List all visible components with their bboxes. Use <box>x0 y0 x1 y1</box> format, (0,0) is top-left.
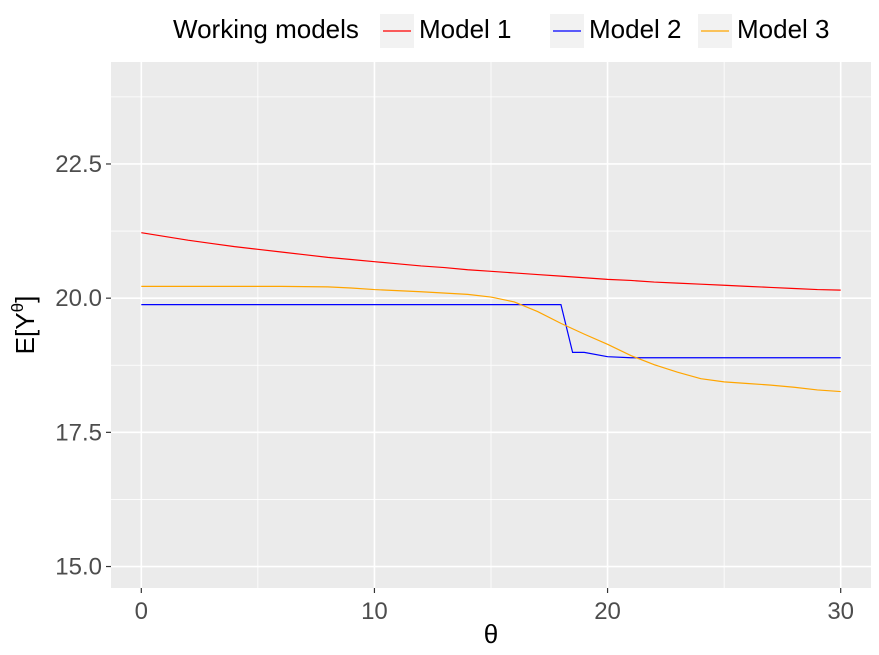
legend-label-model-1: Model 1 <box>419 14 512 44</box>
x-axis-title: θ <box>484 619 498 649</box>
y-tick-label: 17.5 <box>55 419 102 446</box>
y-axis-title-close: ] <box>10 296 40 303</box>
legend-title: Working models <box>173 14 359 44</box>
x-axis-ticks: 0 10 20 30 <box>135 588 854 625</box>
x-tick-label: 30 <box>827 598 854 625</box>
x-tick-label: 0 <box>135 598 148 625</box>
series-lines <box>141 232 841 393</box>
y-tick-label: 20.0 <box>55 285 102 312</box>
minor-gridlines <box>111 62 871 588</box>
series-line-model-1 <box>141 232 841 291</box>
y-axis-title-base: E[Y <box>10 312 40 354</box>
y-tick-label: 15.0 <box>55 554 102 581</box>
x-tick-label: 20 <box>594 598 621 625</box>
y-axis-title-superscript: θ <box>8 303 27 312</box>
legend-label-model-3: Model 3 <box>737 14 830 44</box>
major-gridlines <box>111 62 871 588</box>
legend-label-model-2: Model 2 <box>589 14 682 44</box>
series-line-model-3 <box>141 285 841 393</box>
y-tick-label: 22.5 <box>55 151 102 178</box>
y-axis-title: E[Yθ] <box>8 296 40 355</box>
x-tick-label: 10 <box>361 598 388 625</box>
legend: Working models Model 1 Model 2 Model 3 <box>173 14 830 48</box>
y-axis-ticks: 15.0 17.5 20.0 22.5 <box>55 151 111 581</box>
series-line-model-2 <box>141 304 841 359</box>
